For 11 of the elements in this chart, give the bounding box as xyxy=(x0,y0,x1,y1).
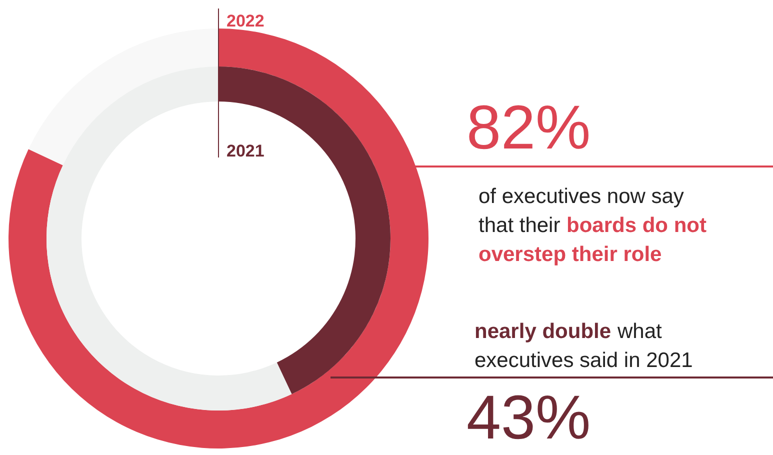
text: boards do not xyxy=(566,214,706,237)
text: 82% xyxy=(466,94,591,162)
text: what xyxy=(616,320,662,343)
slice-label: 2022 xyxy=(226,12,264,30)
text: overstep their role xyxy=(478,243,662,266)
text: executives said in 2021 xyxy=(474,349,693,372)
text: of executives now say xyxy=(478,185,684,208)
text: 43% xyxy=(466,384,591,452)
text: that their xyxy=(478,214,560,237)
text: nearly double xyxy=(474,320,612,343)
slice-label: 2021 xyxy=(226,142,264,160)
